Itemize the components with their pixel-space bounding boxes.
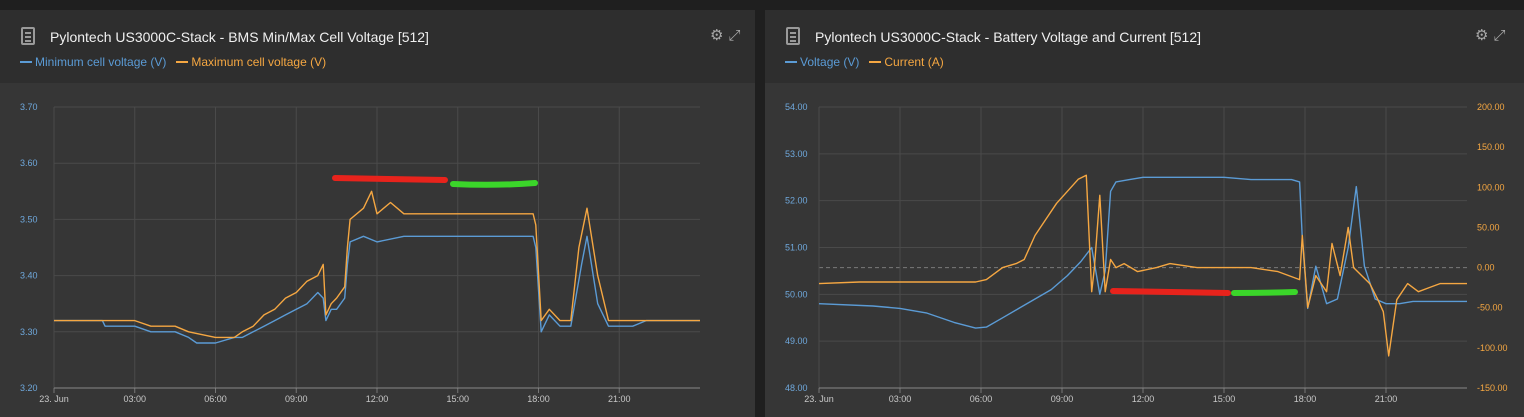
y-tick-label: 48.00	[785, 383, 808, 393]
legend-label: Minimum cell voltage (V)	[35, 55, 167, 69]
voltage-current-chart: 48.00 49.00 50.00 51.00 52.00 53.00 54.00 -150.…	[785, 102, 1508, 404]
y-tick-label: 3.30	[20, 327, 38, 337]
x-tick-label: 23. Jun	[39, 394, 69, 404]
panel-tools: ⚙ ⤢	[705, 26, 740, 44]
legend-item-voltage[interactable]: Voltage (V)	[785, 55, 859, 69]
legend-label: Maximum cell voltage (V)	[191, 55, 327, 69]
series-line	[818, 174, 1467, 357]
y-tick-label: 54.00	[785, 102, 808, 112]
panel-title: Pylontech US3000C-Stack - Battery Voltag…	[815, 29, 1201, 45]
y-tick-label: 49.00	[785, 336, 808, 346]
panel-title: Pylontech US3000C-Stack - BMS Min/Max Ce…	[50, 29, 429, 45]
legend-swatch	[785, 60, 797, 63]
x-tick-label: 03:00	[889, 394, 912, 404]
series-line	[54, 235, 700, 344]
y-tick-label: 3.40	[20, 271, 38, 281]
green-highlight-marker	[450, 180, 538, 188]
panel-header: Pylontech US3000C-Stack - BMS Min/Max Ce…	[0, 10, 755, 83]
green-highlight-marker	[1231, 289, 1298, 296]
x-tick-label: 21:00	[1375, 394, 1398, 404]
x-tick-label: 12:00	[366, 394, 389, 404]
y-tick-label: 3.50	[20, 214, 38, 224]
gear-icon[interactable]: ⚙	[710, 27, 724, 44]
cell-voltage-chart: 3.20 3.30 3.40 3.50 3.60 3.70 23. Jun 03:00 06:0…	[20, 102, 700, 404]
y-right-tick-label: -100.00	[1477, 343, 1508, 353]
y-right-tick-label: -150.00	[1477, 383, 1508, 393]
plot-area: 48.00 49.00 50.00 51.00 52.00 53.00 54.00 -150.…	[765, 83, 1524, 417]
legend-item-current[interactable]: Current (A)	[869, 55, 944, 69]
chart-panel-cell-voltage: Pylontech US3000C-Stack - BMS Min/Max Ce…	[0, 10, 755, 417]
x-tick-label: 12:00	[1132, 394, 1155, 404]
x-tick-label: 23. Jun	[804, 394, 834, 404]
gear-icon[interactable]: ⚙	[1475, 27, 1489, 44]
plot-area: 3.20 3.30 3.40 3.50 3.60 3.70 23. Jun 03:00 06:0…	[0, 83, 755, 417]
y-tick-label: 3.70	[20, 102, 38, 112]
legend-label: Current (A)	[884, 55, 944, 69]
x-tick-label: 06:00	[204, 394, 227, 404]
y-right-tick-label: 150.00	[1477, 142, 1505, 152]
y-tick-label: 51.00	[785, 243, 808, 253]
y-tick-label: 3.20	[20, 383, 38, 393]
series-line	[818, 176, 1467, 329]
y-tick-label: 52.00	[785, 196, 808, 206]
x-tick-label: 18:00	[1294, 394, 1317, 404]
y-tick-label: 3.60	[20, 158, 38, 168]
x-tick-label: 21:00	[608, 394, 631, 404]
battery-device-icon	[21, 27, 35, 45]
battery-device-icon	[786, 27, 800, 45]
x-tick-label: 15:00	[446, 394, 469, 404]
panel-tools: ⚙ ⤢	[1470, 26, 1505, 44]
chart-panel-voltage-current: Pylontech US3000C-Stack - Battery Voltag…	[765, 10, 1524, 417]
red-highlight-marker	[332, 175, 448, 183]
x-tick-label: 09:00	[285, 394, 308, 404]
series-line	[54, 190, 700, 339]
chart-legend: Voltage (V) Current (A)	[785, 55, 954, 69]
red-highlight-marker	[1110, 288, 1231, 296]
legend-swatch	[176, 60, 189, 63]
y-right-tick-label: 200.00	[1477, 102, 1505, 112]
expand-icon[interactable]: ⤢	[728, 27, 741, 44]
x-tick-label: 09:00	[1051, 394, 1074, 404]
y-tick-label: 50.00	[785, 289, 808, 299]
y-right-tick-label: 0.00	[1477, 263, 1495, 273]
panel-header: Pylontech US3000C-Stack - Battery Voltag…	[765, 10, 1524, 83]
legend-label: Voltage (V)	[800, 55, 860, 69]
legend-swatch	[20, 60, 32, 63]
x-tick-label: 15:00	[1213, 394, 1236, 404]
expand-icon[interactable]: ⤢	[1493, 27, 1506, 44]
legend-item-min-cell[interactable]: Minimum cell voltage (V)	[20, 55, 166, 69]
y-tick-label: 53.00	[785, 149, 808, 159]
x-tick-label: 03:00	[123, 394, 146, 404]
y-right-tick-label: 100.00	[1477, 182, 1505, 192]
x-tick-label: 18:00	[527, 394, 550, 404]
legend-swatch	[869, 60, 882, 63]
legend-item-max-cell[interactable]: Maximum cell voltage (V)	[176, 55, 326, 69]
x-tick-label: 06:00	[970, 394, 993, 404]
y-right-tick-label: 50.00	[1477, 222, 1500, 232]
chart-legend: Minimum cell voltage (V) Maximum cell vol…	[20, 55, 336, 69]
y-right-tick-label: -50.00	[1477, 303, 1503, 313]
